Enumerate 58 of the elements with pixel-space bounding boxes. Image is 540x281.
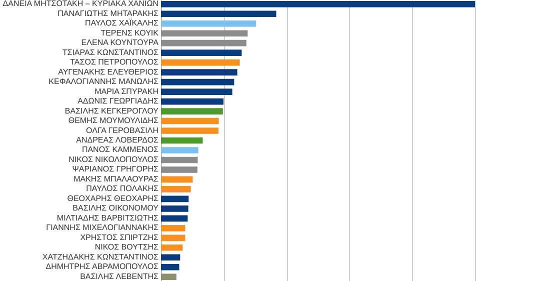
bar [161,108,223,114]
y-tick-label: ΟΛΓΑ ΓΕΡΟΒΑΣΙΛΗ [86,126,159,135]
y-tick-label: ΔΗΜΗΤΡΗΣ ΑΒΡΑΜΟΠΟΥΛΟΣ [46,262,159,272]
bar [161,196,189,202]
y-tick-label: ΤΑΣΟΣ ΠΕΤΡΟΠΟΥΛΟΣ [70,58,159,67]
y-tick-label: ΝΙΚΟΣ ΝΙΚΟΛΟΠΟΥΛΟΣ [68,154,159,164]
y-tick-label: ΠΑΝΟΣ ΚΑΜΜΕΝΟΣ [82,145,159,154]
bar [161,264,180,270]
bar [161,128,218,134]
bar [161,274,176,280]
bar [161,88,232,95]
bar [161,147,198,154]
y-tick-label: ΤΕΡΕΝΣ ΚΟΥΙΚ [100,28,160,38]
y-tick-label: ΠΑΝΑΓΙΩΤΗΣ ΜΗΤΑΡΑΚΗΣ [58,8,159,18]
y-tick-label: ΑΥΓΕΝΑΚΗΣ ΕΛΕΥΘΕΡΙΟΣ [58,67,159,76]
y-tick-label: ΑΝΔΡΕΑΣ ΛΟΒΕΡΔΟΣ [76,136,159,144]
y-tick-label: ΠΑΥΛΟΣ ΧΑΪΚΑΛΗΣ [85,18,159,28]
y-tick-label: ΠΑΥΛΟΣ ΠΟΛΑΚΗΣ [86,184,159,194]
bar [161,215,188,222]
y-tick-label: ΤΣΙΑΡΑΣ ΚΩΝΣΤΑΝΤΙΝΟΣ [62,48,159,57]
y-tick-label: ΚΕΦΑΛΟΓΙΑΝΝΗΣ ΜΑΝΩΛΗΣ [48,77,159,86]
y-tick-label: ΕΛΕΝΑ ΚΟΥΝΤΟΥΡΑ [81,38,160,48]
bar [161,176,193,183]
bar [161,244,183,251]
y-tick-label: ΑΔΩΝΙΣ ΓΕΩΡΓΙΑΔΗΣ [78,96,159,106]
bar [161,59,240,66]
y-tick-label: ΓΙΑΝΝΗΣ ΜΙΧΕΛΟΓΙΑΝΝΑΚΗΣ [46,223,159,232]
y-tick-label: ΘΕΜΗΣ ΜΟΥΜΟΥΛΙΔΗΣ [68,116,159,126]
y-tick-label: ΒΑΣΙΛΗΣ ΟΙΚΟΝΟΜΟΥ [72,204,160,213]
bar [161,234,186,242]
y-tick-label: ΒΑΣΙΛΗΣ ΚΕΓΚΕΡΟΓΛΟΥ [64,106,160,116]
y-tick-label: ΜΑΚΗΣ ΜΠΑΛΑΟΥΡΑΣ [74,174,159,184]
y-tick-label: ΒΑΣΙΛΗΣ ΛΕΒΕΝΤΗΣ [80,272,159,281]
bar [161,224,186,232]
y-tick-label: ΜΑΡΙΑ ΣΠΥΡΑΚΗ [94,86,159,96]
y-tick-label: ΘΕΟΧΑΡΗΣ ΘΕΟΧΑΡΗΣ [67,194,159,203]
bar [161,166,198,173]
bar [161,78,234,86]
bar [161,98,224,105]
bar [161,0,475,8]
bar [161,118,219,124]
bar [161,156,198,164]
y-tick-label: ΝΙΚΟΣ ΒΟΥΤΣΗΣ [94,242,159,252]
bar [161,30,248,37]
bar [161,206,188,212]
bar [161,186,191,192]
y-tick-label: ΧΡΗΣΤΟΣ ΣΠΙΡΤΖΗΣ [80,232,159,242]
bar [161,20,256,27]
y-tick-label: ΧΑΤΖΗΔΑΚΗΣ ΚΩΝΣΤΑΝΤΙΝΟΣ [42,252,159,262]
bar [161,40,246,46]
bar [161,137,203,144]
bar [161,254,180,261]
y-tick-label: ΔΑΝΕΙΑ ΜΗΤΣΟΤΑΚΗ – ΚΥΡΙΑΚΑ ΧΑΝΙΩΝ [2,0,159,8]
y-tick-label: ΨΑΡΙΑΝΟΣ ΓΡΗΓΟΡΗΣ [72,164,159,174]
bar [161,50,242,56]
bar [161,10,276,18]
y-tick-label: ΜΙΛΤΙΑΔΗΣ ΒΑΡΒΙΤΣΙΩΤΗΣ [56,213,159,222]
bar [161,69,238,76]
